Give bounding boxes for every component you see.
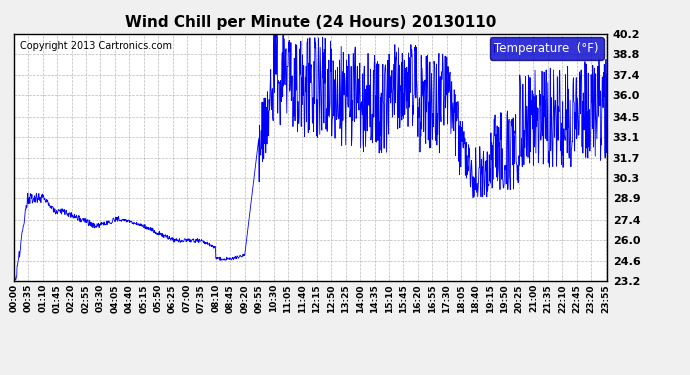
Legend: Temperature  (°F): Temperature (°F) [490,37,604,60]
Text: Copyright 2013 Cartronics.com: Copyright 2013 Cartronics.com [20,41,172,51]
Title: Wind Chill per Minute (24 Hours) 20130110: Wind Chill per Minute (24 Hours) 2013011… [125,15,496,30]
